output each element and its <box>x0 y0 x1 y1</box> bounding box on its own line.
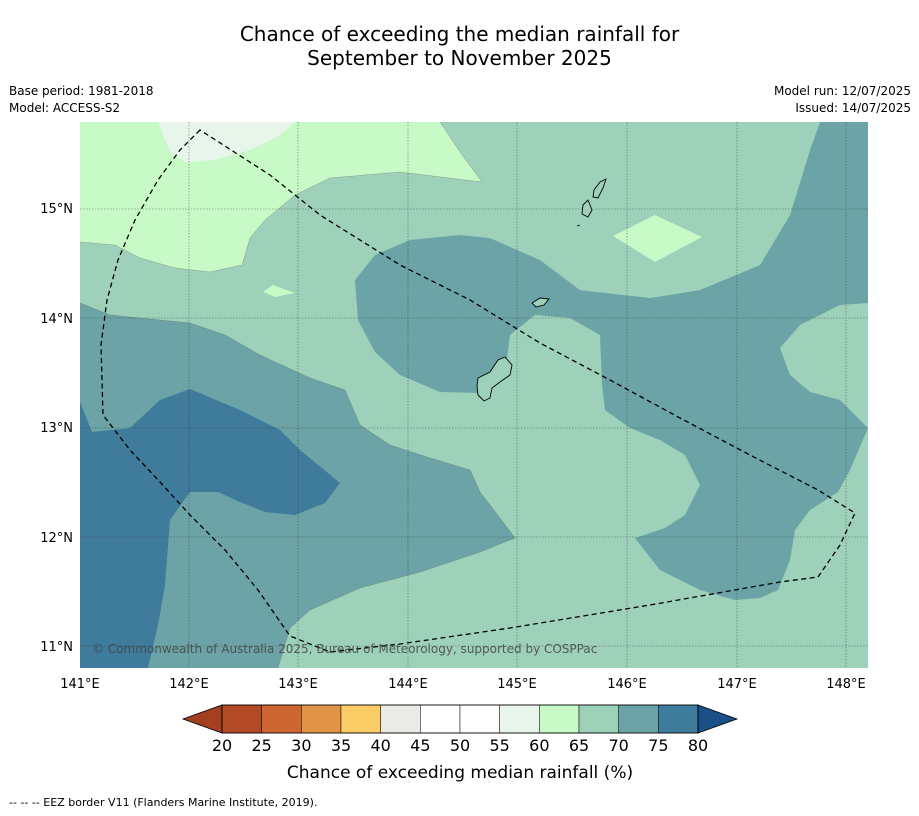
model-text: Model: ACCESS-S2 <box>9 101 121 115</box>
lat-label: 13°N <box>40 421 73 436</box>
colorbar-cell <box>499 704 540 734</box>
band-60-65-blob-east <box>613 215 702 262</box>
lon-label: 142°E <box>169 677 209 692</box>
lon-label: 143°E <box>278 677 318 692</box>
colorbar: 20 25 30 35 40 45 50 55 60 65 70 75 80 Chance of exc… <box>181 704 739 783</box>
band-60-65-north <box>80 122 482 272</box>
colorbar-tick: 40 <box>370 736 390 755</box>
colorbar-cell <box>658 704 699 734</box>
colorbar-cells <box>221 704 699 734</box>
colorbar-tick: 50 <box>450 736 470 755</box>
colorbar-cell <box>459 704 500 734</box>
colorbar-label: Chance of exceeding median rainfall (%) <box>287 763 633 783</box>
issued-text: Issued: 14/07/2025 <box>795 101 911 115</box>
colorbar-tick: 30 <box>291 736 311 755</box>
colorbar-tick: 65 <box>569 736 589 755</box>
band-60-65-blob-west <box>263 285 295 297</box>
base-period-text: Base period: 1981-2018 <box>9 84 154 98</box>
lon-label: 141°E <box>60 677 100 692</box>
contour-fill <box>80 122 868 668</box>
colorbar-tick: 80 <box>688 736 708 755</box>
title-line-1: Chance of exceeding the median rainfall … <box>239 22 680 46</box>
colorbar-tick: 35 <box>331 736 351 755</box>
band-55-60-top <box>158 122 295 162</box>
colorbar-cell <box>221 704 262 734</box>
colorbar-tick: 45 <box>410 736 430 755</box>
colorbar-cell <box>380 704 421 734</box>
eez-footnote: -- -- -- EEZ border V11 (Flanders Marine… <box>9 796 318 809</box>
band-75-80 <box>80 389 340 668</box>
colorbar-low-extend <box>181 704 223 734</box>
meta-left: Base period: 1981-2018 Model: ACCESS-S2 <box>9 83 154 117</box>
colorbar-tick: 60 <box>529 736 549 755</box>
island-rota <box>531 297 550 308</box>
colorbar-high-extend <box>697 704 739 734</box>
copyright-text: © Commonwealth of Australia 2025, Bureau… <box>92 642 597 656</box>
graticule <box>80 122 868 668</box>
meta-right: Model run: 12/07/2025 Issued: 14/07/2025 <box>774 83 911 117</box>
lat-label: 11°N <box>40 640 73 655</box>
eez-border <box>100 129 856 653</box>
lon-label: 144°E <box>388 677 428 692</box>
island-saipan <box>592 178 607 199</box>
colorbar-tick: 70 <box>608 736 628 755</box>
colorbar-tick: 55 <box>489 736 509 755</box>
lon-labels: 141°E 142°E 143°E 144°E 145°E 146°E 147°… <box>60 677 866 692</box>
band-65-70-lobe <box>330 122 820 298</box>
lon-label: 145°E <box>497 677 537 692</box>
band-70-75-east <box>355 122 868 600</box>
lat-label: 14°N <box>40 312 73 327</box>
colorbar-tick: 75 <box>648 736 668 755</box>
model-run-text: Model run: 12/07/2025 <box>773 84 911 98</box>
colorbar-cell <box>539 704 580 734</box>
lat-label: 15°N <box>40 202 73 217</box>
colorbar-tick: 25 <box>251 736 271 755</box>
lon-label: 146°E <box>607 677 647 692</box>
colorbar-tick: 20 <box>212 736 232 755</box>
colorbar-cell <box>261 704 302 734</box>
lon-label: 147°E <box>717 677 757 692</box>
colorbar-ticks: 20 25 30 35 40 45 50 55 60 65 70 75 80 <box>212 736 708 755</box>
colorbar-cell <box>618 704 659 734</box>
colorbar-cell <box>301 704 342 734</box>
colorbar-cell <box>340 704 381 734</box>
lat-label: 12°N <box>40 531 73 546</box>
map-title: Chance of exceeding the median rainfall … <box>0 22 919 70</box>
title-line-2: September to November 2025 <box>307 46 612 70</box>
island-aguijan <box>576 224 581 227</box>
colorbar-cell <box>420 704 461 734</box>
lon-label: 148°E <box>826 677 866 692</box>
islands <box>476 178 607 402</box>
lat-labels: 15°N 14°N 13°N 12°N 11°N <box>40 202 73 655</box>
colorbar-cell <box>578 704 619 734</box>
island-guam <box>476 356 513 402</box>
island-tinian <box>581 199 593 218</box>
